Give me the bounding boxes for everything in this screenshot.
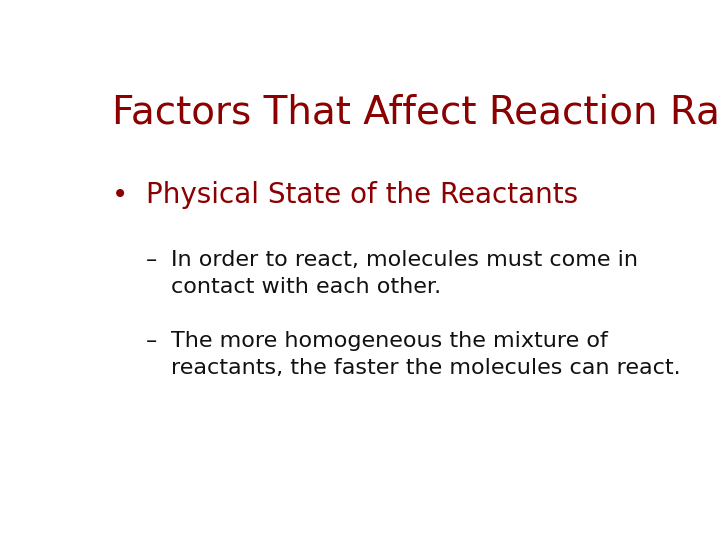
Text: Factors That Affect Reaction Rates: Factors That Affect Reaction Rates (112, 94, 720, 132)
Text: –: – (145, 250, 157, 270)
Text: The more homogeneous the mixture of
reactants, the faster the molecules can reac: The more homogeneous the mixture of reac… (171, 331, 680, 378)
Text: –: – (145, 331, 157, 351)
Text: •  Physical State of the Reactants: • Physical State of the Reactants (112, 181, 578, 209)
Text: In order to react, molecules must come in
contact with each other.: In order to react, molecules must come i… (171, 250, 638, 297)
